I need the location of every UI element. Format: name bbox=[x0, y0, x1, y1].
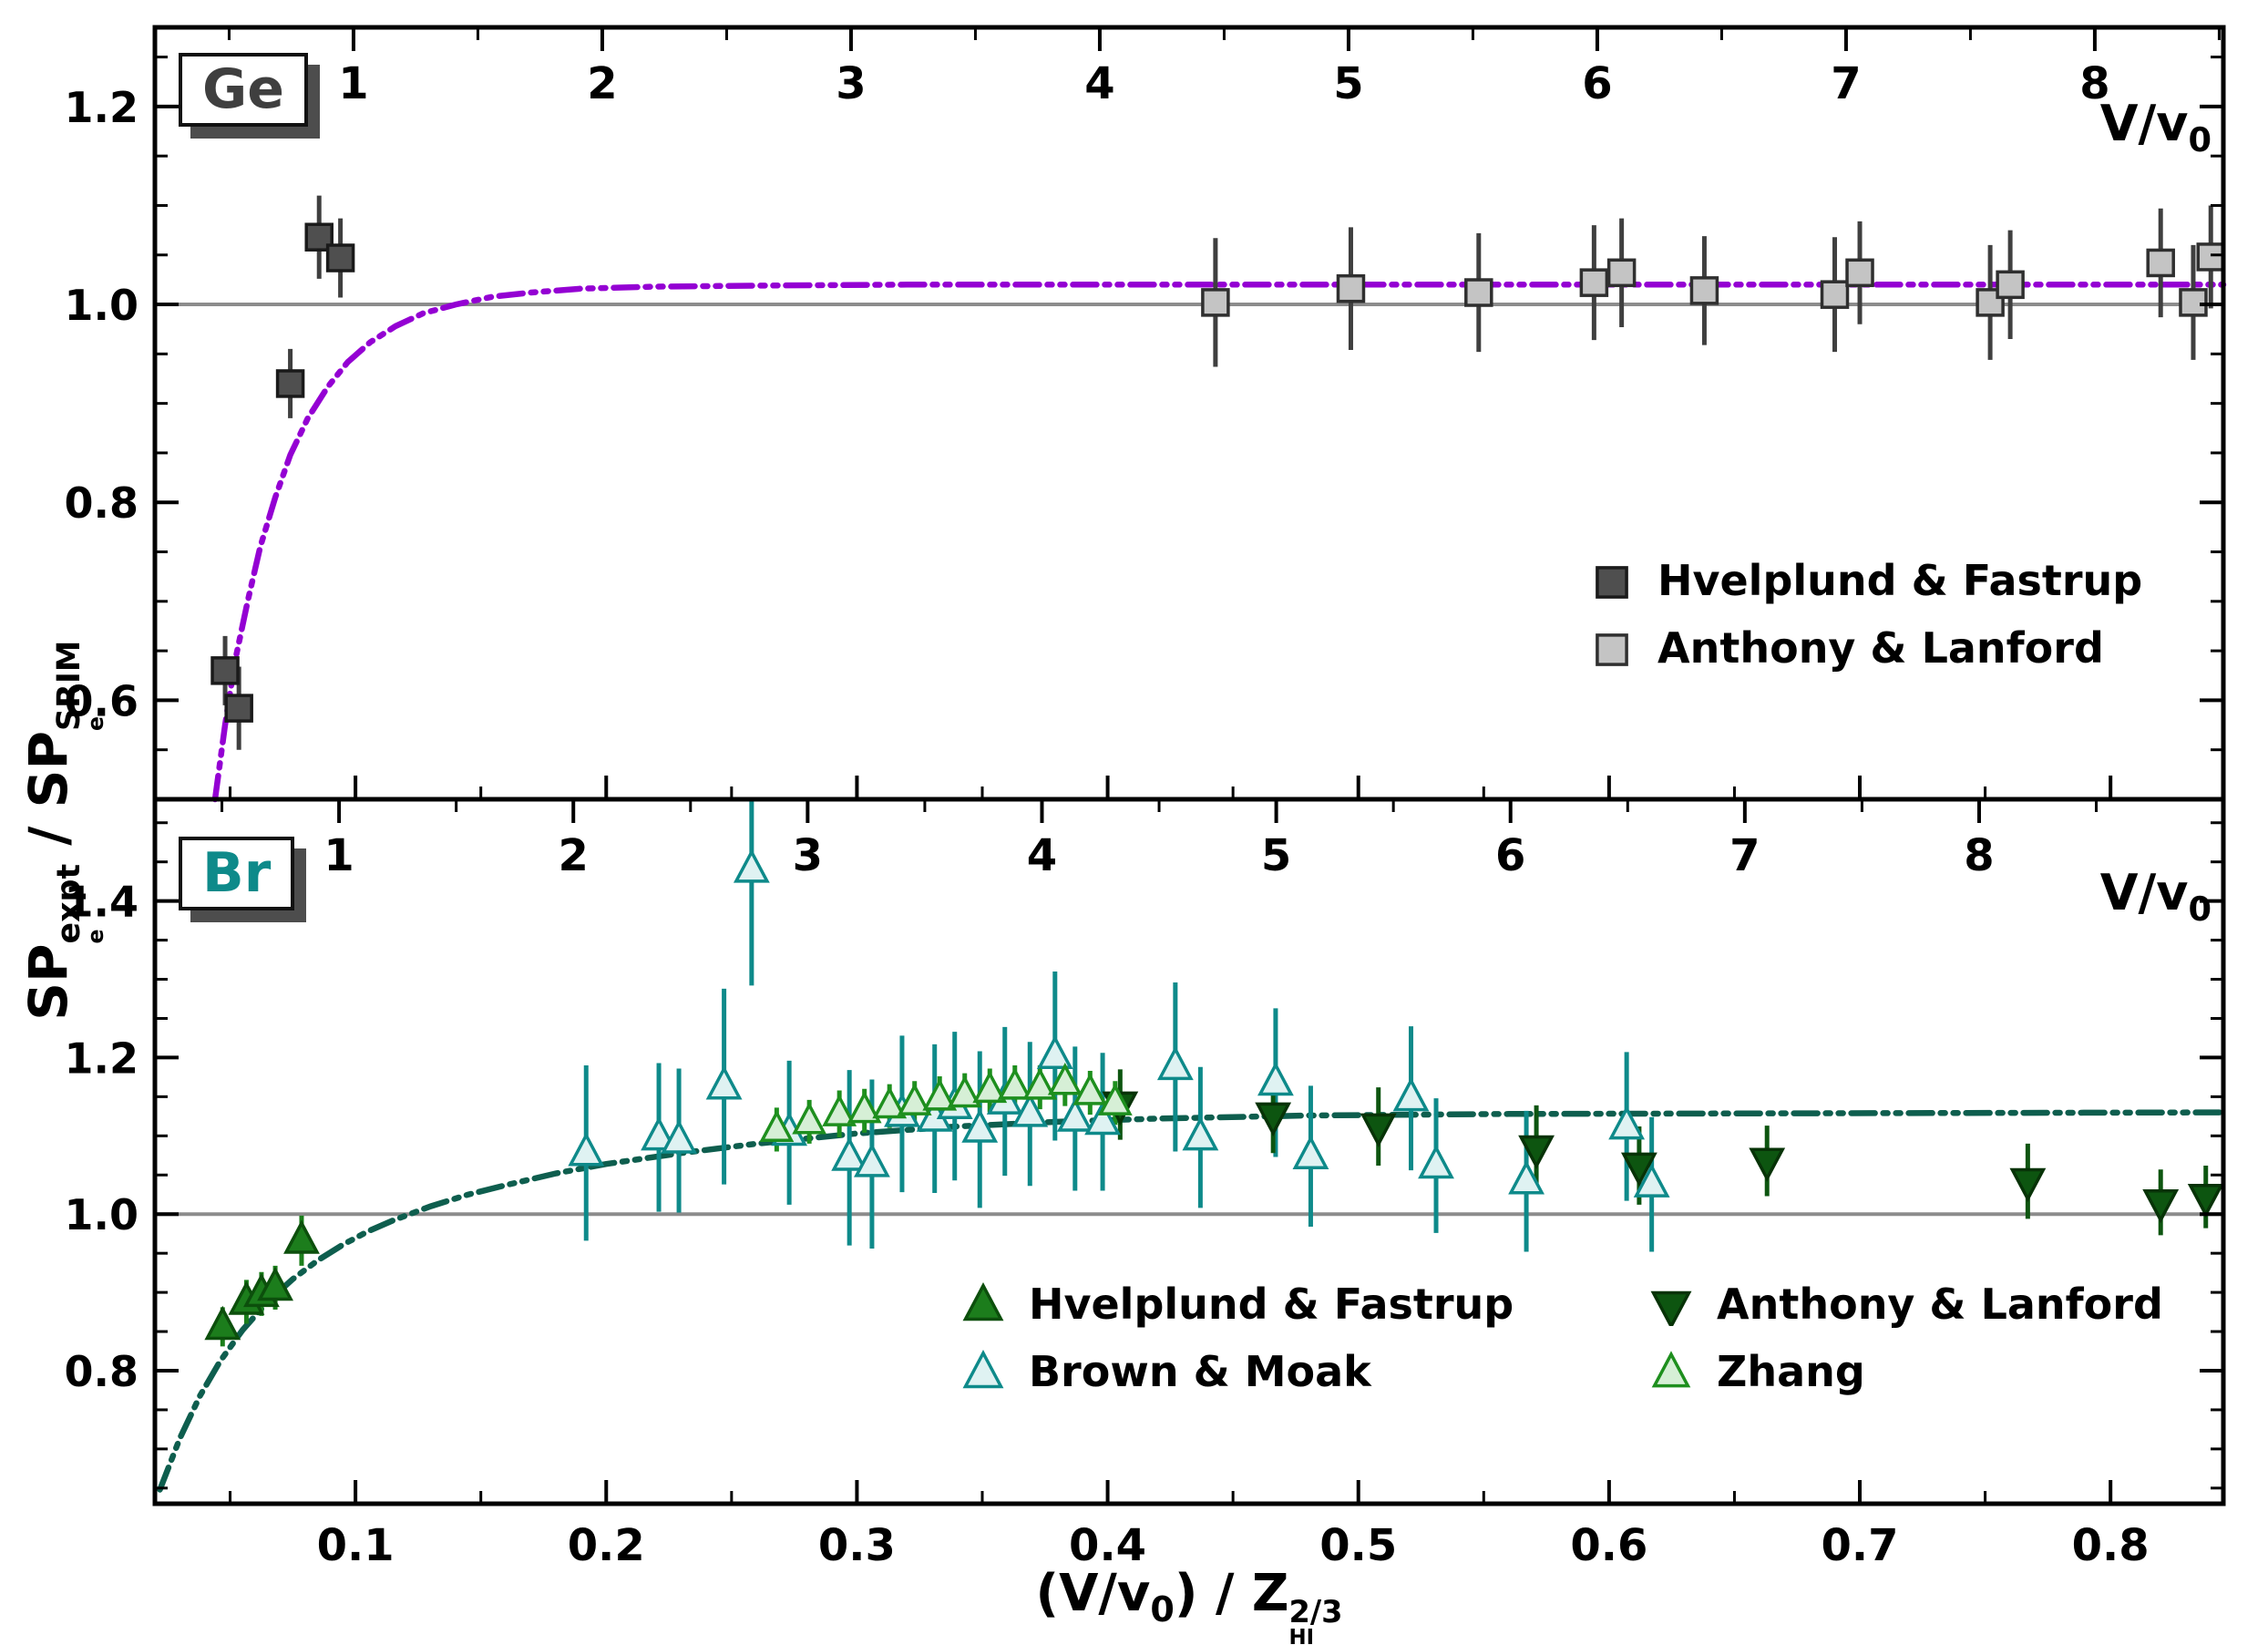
svg-text:0.8: 0.8 bbox=[2072, 1520, 2150, 1571]
svg-text:2: 2 bbox=[587, 58, 617, 109]
svg-text:7: 7 bbox=[1831, 58, 1861, 109]
x-label-p2: ) / Z bbox=[1174, 1564, 1289, 1623]
svg-text:5: 5 bbox=[1261, 830, 1291, 881]
x-label-p1: (V/v bbox=[1035, 1564, 1151, 1623]
legend-label: Hvelplund & Fastrup bbox=[1029, 1280, 1514, 1329]
svg-text:0.6: 0.6 bbox=[65, 676, 139, 725]
legend-item-hvelplund-br: Hvelplund & Fastrup bbox=[961, 1278, 1514, 1331]
svg-text:1: 1 bbox=[338, 58, 368, 109]
svg-text:0.3: 0.3 bbox=[818, 1520, 896, 1571]
legend-item-hvelplund-ge: Hvelplund & Fastrup bbox=[1590, 554, 2142, 607]
triangle-filled-marker-icon bbox=[961, 1281, 1005, 1326]
y-axis-label: SP expt e / SP SRIM e bbox=[16, 420, 108, 1240]
svg-text:4: 4 bbox=[1027, 830, 1057, 881]
triangle-open-green-marker-icon bbox=[1649, 1350, 1693, 1393]
legend-item-zhang-br: Zhang bbox=[1649, 1345, 2163, 1398]
svg-text:0.1: 0.1 bbox=[317, 1520, 395, 1571]
svg-text:1.2: 1.2 bbox=[65, 83, 139, 132]
svg-text:1.0: 1.0 bbox=[65, 1190, 139, 1239]
legend-label: Anthony & Lanford bbox=[1657, 623, 2104, 673]
svg-text:1.4: 1.4 bbox=[65, 878, 139, 927]
square-filled-marker-icon bbox=[1590, 559, 1634, 602]
legend-item-anthony-ge: Anthony & Lanford bbox=[1590, 622, 2142, 674]
triangle-down-marker-icon bbox=[1649, 1282, 1693, 1331]
panel-label-ge: Ge bbox=[179, 53, 308, 127]
legend-br-col1: Hvelplund & Fastrup Brown & Moak bbox=[961, 1278, 1514, 1413]
y-label-sp1: SP bbox=[16, 943, 79, 1021]
svg-text:0.4: 0.4 bbox=[1069, 1520, 1146, 1571]
svg-text:1: 1 bbox=[323, 830, 354, 881]
svg-text:4: 4 bbox=[1084, 58, 1114, 109]
svg-text:8: 8 bbox=[1964, 830, 1994, 881]
square-open-marker-icon bbox=[1590, 626, 1634, 670]
svg-text:0.5: 0.5 bbox=[1319, 1520, 1397, 1571]
svg-text:8: 8 bbox=[2079, 58, 2109, 109]
legend-item-anthony-br: Anthony & Lanford bbox=[1649, 1278, 2163, 1331]
legend-label: Brown & Moak bbox=[1029, 1347, 1371, 1396]
y-label-supsub2: SRIM e bbox=[50, 640, 108, 732]
legend-br-col2: Anthony & Lanford Zhang bbox=[1649, 1278, 2163, 1413]
top-axis-label-ge: V/v0 bbox=[2099, 95, 2212, 159]
svg-text:0.8: 0.8 bbox=[65, 478, 139, 528]
legend-label: Zhang bbox=[1717, 1347, 1865, 1396]
y-label-supsub1: expt e bbox=[50, 863, 108, 944]
svg-text:5: 5 bbox=[1333, 58, 1363, 109]
top-axis-label-br: V/v0 bbox=[2099, 864, 2212, 929]
svg-text:3: 3 bbox=[793, 830, 823, 881]
svg-text:0.2: 0.2 bbox=[568, 1520, 645, 1571]
legend-item-brown-br: Brown & Moak bbox=[961, 1345, 1514, 1398]
legend-ge: Hvelplund & Fastrup Anthony & Lanford bbox=[1590, 554, 2142, 689]
svg-text:6: 6 bbox=[1495, 830, 1525, 881]
panel-label-br-text: Br bbox=[202, 841, 272, 905]
y-label-sp2: SP bbox=[16, 731, 79, 808]
svg-text:0.7: 0.7 bbox=[1822, 1520, 1899, 1571]
svg-text:2: 2 bbox=[559, 830, 589, 881]
legend-label: Hvelplund & Fastrup bbox=[1657, 556, 2143, 605]
svg-text:1.0: 1.0 bbox=[65, 281, 139, 330]
panel-label-ge-text: Ge bbox=[202, 57, 284, 121]
triangle-open-marker-icon bbox=[961, 1349, 1005, 1393]
svg-text:0.6: 0.6 bbox=[1570, 1520, 1647, 1571]
x-label-supsub: 2/3 HI bbox=[1288, 1594, 1343, 1645]
svg-text:1.2: 1.2 bbox=[65, 1033, 139, 1083]
svg-text:0.8: 0.8 bbox=[65, 1347, 139, 1396]
x-axis-label: (V/v0) / Z 2/3 HI bbox=[155, 1564, 2223, 1645]
legend-label: Anthony & Lanford bbox=[1717, 1280, 2163, 1329]
svg-text:7: 7 bbox=[1729, 830, 1760, 881]
svg-text:3: 3 bbox=[836, 58, 866, 109]
svg-text:6: 6 bbox=[1582, 58, 1612, 109]
y-label-slash: / bbox=[16, 807, 79, 864]
panel-label-br: Br bbox=[179, 837, 295, 910]
